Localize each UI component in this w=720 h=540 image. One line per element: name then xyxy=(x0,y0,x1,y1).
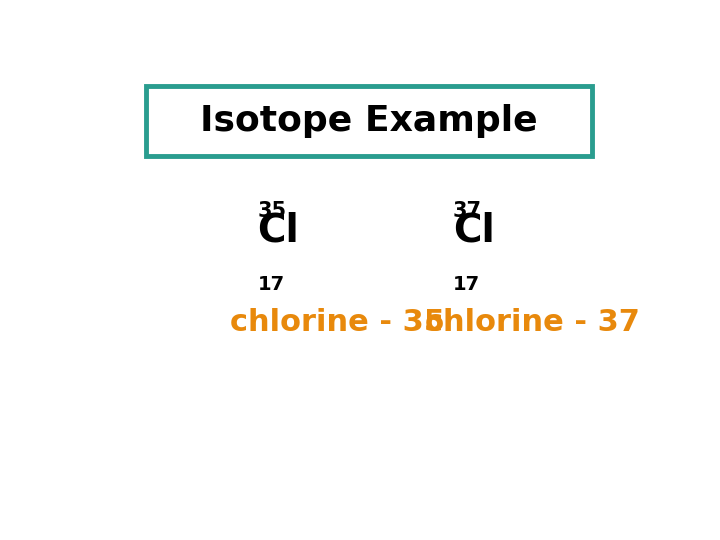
Text: 17: 17 xyxy=(258,275,284,294)
Text: chlorine - 37: chlorine - 37 xyxy=(425,308,639,337)
FancyBboxPatch shape xyxy=(145,85,593,156)
Text: Cl: Cl xyxy=(258,212,299,249)
Text: 35: 35 xyxy=(258,200,287,220)
Text: 37: 37 xyxy=(453,200,482,220)
Text: Cl: Cl xyxy=(453,212,495,249)
Text: Isotope Example: Isotope Example xyxy=(200,104,538,138)
Text: chlorine - 35: chlorine - 35 xyxy=(230,308,444,337)
Text: 17: 17 xyxy=(453,275,480,294)
